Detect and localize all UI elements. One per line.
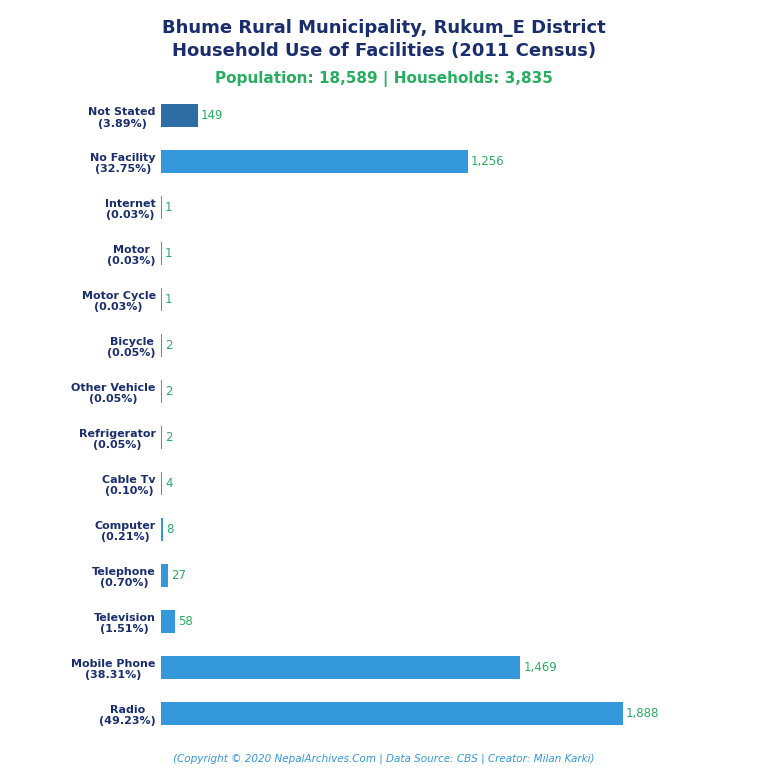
Text: 4: 4 <box>165 477 173 490</box>
Bar <box>161 104 197 127</box>
Bar <box>161 656 520 679</box>
Text: (Copyright © 2020 NepalArchives.Com | Data Source: CBS | Creator: Milan Karki): (Copyright © 2020 NepalArchives.Com | Da… <box>174 753 594 764</box>
Text: 2: 2 <box>164 386 172 399</box>
Text: 2: 2 <box>164 339 172 353</box>
Bar <box>161 151 468 174</box>
Text: 1: 1 <box>164 201 172 214</box>
Text: 2: 2 <box>164 431 172 444</box>
Text: 149: 149 <box>200 109 223 122</box>
Text: 1: 1 <box>164 293 172 306</box>
Text: 27: 27 <box>170 569 186 582</box>
Text: 1: 1 <box>164 247 172 260</box>
Bar <box>161 610 175 633</box>
Text: 1,888: 1,888 <box>626 707 659 720</box>
Bar <box>161 518 164 541</box>
Bar <box>161 702 623 725</box>
Text: 1,256: 1,256 <box>471 155 505 168</box>
Text: 8: 8 <box>166 523 174 536</box>
Text: Household Use of Facilities (2011 Census): Household Use of Facilities (2011 Census… <box>172 42 596 60</box>
Text: Bhume Rural Municipality, Rukum_E District: Bhume Rural Municipality, Rukum_E Distri… <box>162 19 606 37</box>
Text: Population: 18,589 | Households: 3,835: Population: 18,589 | Households: 3,835 <box>215 71 553 87</box>
Text: 58: 58 <box>178 615 193 628</box>
Bar <box>161 472 162 495</box>
Bar <box>161 564 168 587</box>
Text: 1,469: 1,469 <box>523 661 557 674</box>
